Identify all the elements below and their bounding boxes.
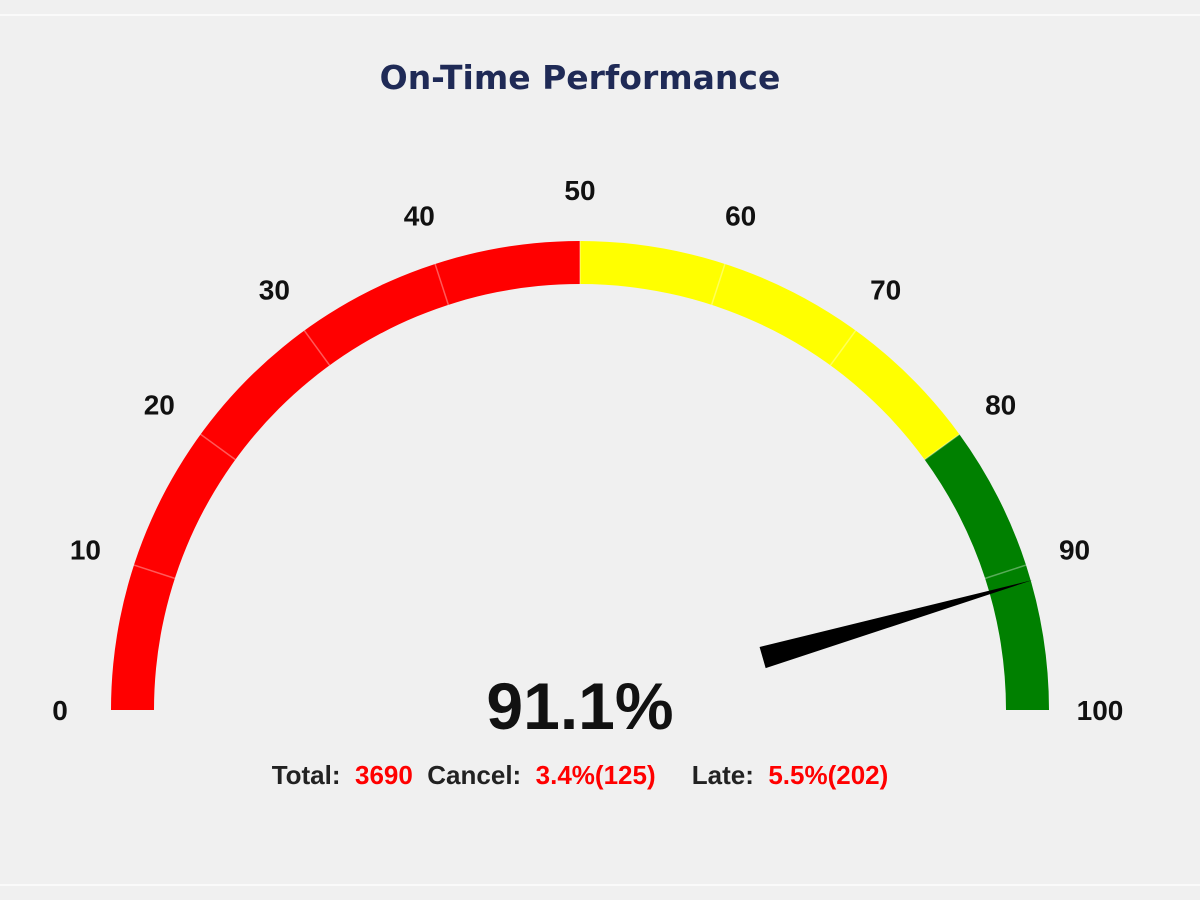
tick-label: 60 <box>725 200 756 231</box>
chart-title: On-Time Performance <box>379 58 781 97</box>
cancel-value: 3.4%(125) <box>535 760 656 790</box>
tick-label: 20 <box>144 389 175 420</box>
late-label: Late: <box>691 760 754 790</box>
total-label: Total: <box>271 760 341 790</box>
tick-label: 10 <box>70 534 101 565</box>
tick-divider <box>303 330 331 366</box>
tick-divider <box>133 564 176 580</box>
gauge-band-0 <box>111 241 580 710</box>
tick-divider <box>200 433 236 461</box>
tick-label: 70 <box>870 274 901 305</box>
tick-label: 40 <box>404 200 435 231</box>
tick-label: 100 <box>1077 695 1124 726</box>
tick-divider <box>984 564 1027 580</box>
gauge-band-2 <box>924 434 1049 710</box>
total-value: 3690 <box>354 760 413 790</box>
cancel-label: Cancel: <box>427 760 522 790</box>
tick-label: 0 <box>52 695 68 726</box>
stats-row: Total: 3690 Cancel: 3.4%(125) Late: 5.5%… <box>0 760 1160 791</box>
late-value: 5.5%(202) <box>768 760 889 790</box>
gauge-value-label: 91.1% <box>486 669 674 743</box>
gauge-needle <box>759 580 1033 669</box>
top-divider <box>0 14 1200 16</box>
tick-divider <box>710 263 726 306</box>
bottom-divider <box>0 884 1200 886</box>
gauge-band-1 <box>580 241 960 460</box>
tick-label: 80 <box>985 389 1016 420</box>
tick-divider <box>434 263 450 306</box>
tick-divider <box>924 433 960 461</box>
tick-label: 50 <box>564 175 595 206</box>
tick-label: 30 <box>259 274 290 305</box>
tick-label: 90 <box>1059 534 1090 565</box>
tick-divider <box>829 330 857 366</box>
